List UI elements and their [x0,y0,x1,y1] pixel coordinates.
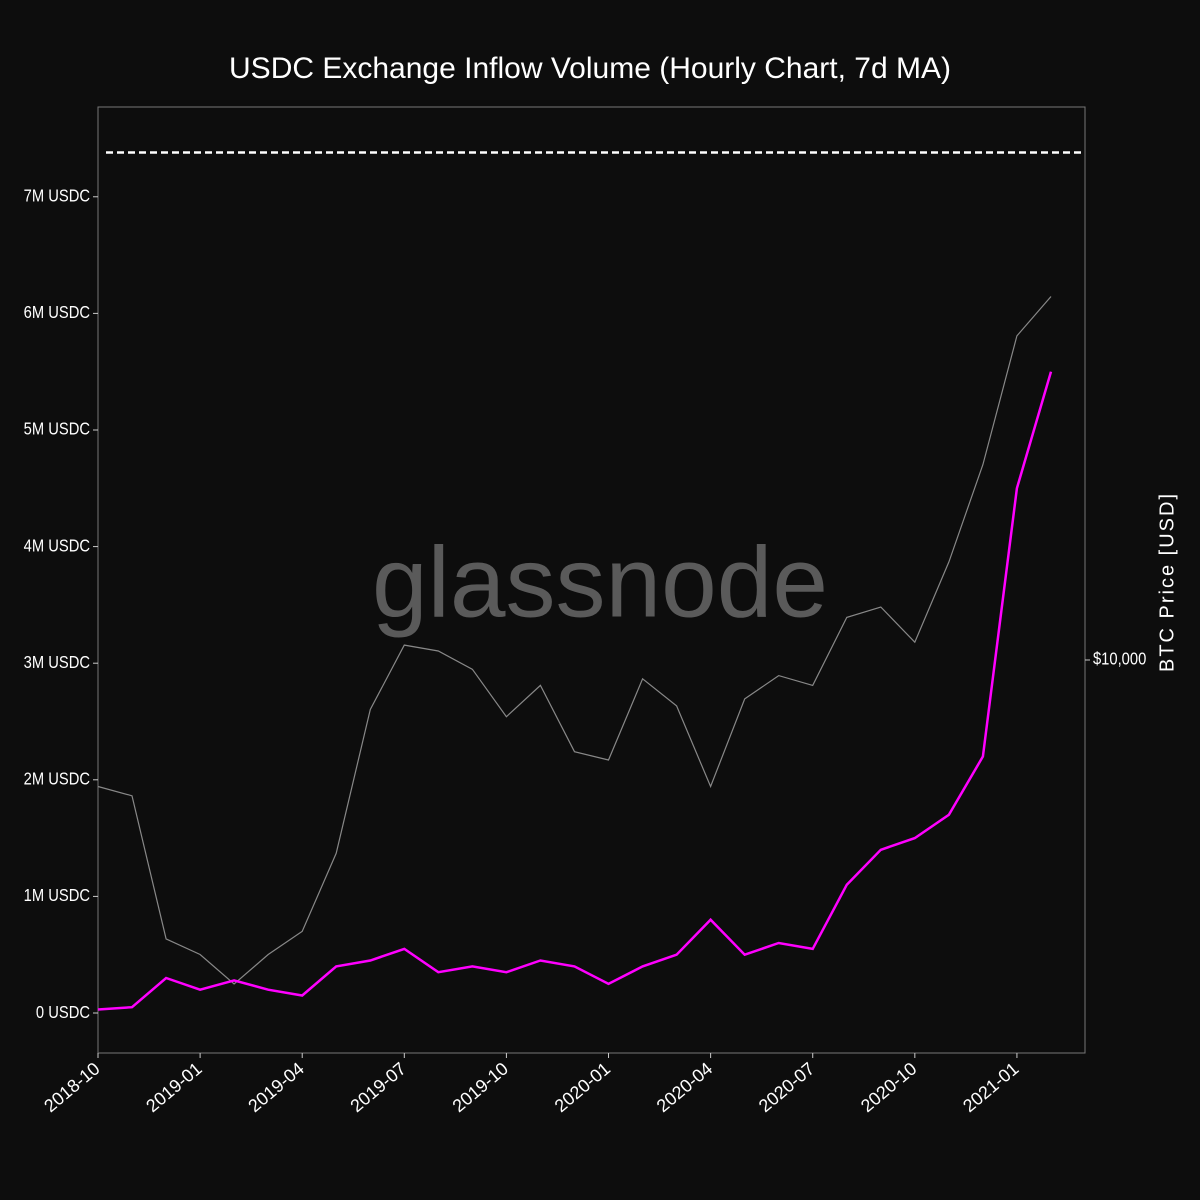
y2-axis-label: BTC Price [USD] [1156,492,1178,672]
watermark: glassnode [372,526,828,638]
y-tick-label: 2M USDC [24,769,90,789]
y-tick-label: 7M USDC [24,186,90,206]
btc-price-line [97,296,1052,985]
y-tick-label: 6M USDC [24,303,90,323]
y-tick-label: 3M USDC [24,653,90,673]
chart-title: USDC Exchange Inflow Volume (Hourly Char… [229,52,951,85]
y-tick-label: 4M USDC [24,536,90,556]
inflow-line [97,371,1053,1011]
y2-tick-label: $10,000 [1093,649,1146,669]
y-tick-label: 5M USDC [24,419,90,439]
plot-frame [97,106,1086,1054]
y-tick-label: 0 USDC [36,1002,90,1022]
y-tick-label: 1M USDC [24,886,90,906]
